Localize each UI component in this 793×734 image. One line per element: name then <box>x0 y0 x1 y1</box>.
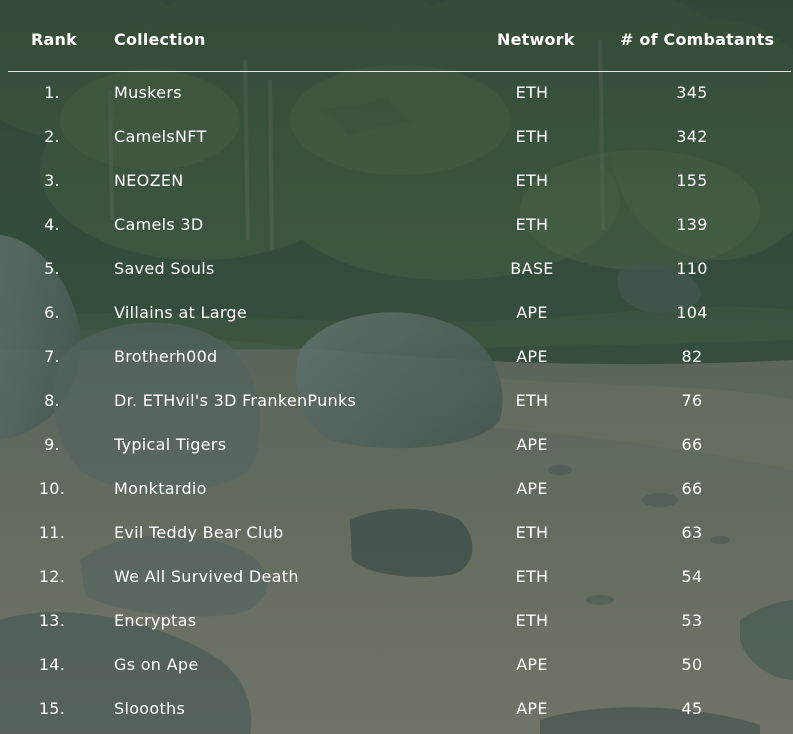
rank-cell: 10. <box>38 479 66 498</box>
combatants-cell: 76 <box>681 391 703 410</box>
network-cell: ETH <box>515 391 549 410</box>
collection-cell: Saved Souls <box>114 259 215 278</box>
rank-cell: 2. <box>44 127 60 146</box>
combatants-cell: 345 <box>676 83 708 102</box>
table-row: 9. Typical Tigers APE 66 <box>8 424 791 468</box>
network-cell: ETH <box>515 567 549 586</box>
combatants-cell: 342 <box>676 127 708 146</box>
combatants-cell: 82 <box>681 347 703 366</box>
collection-cell: Monktardio <box>114 479 207 498</box>
network-cell: APE <box>516 479 548 498</box>
network-cell: APE <box>516 303 548 322</box>
rank-cell: 12. <box>38 567 66 586</box>
network-cell: ETH <box>515 523 549 542</box>
collection-cell: CamelsNFT <box>114 127 207 146</box>
combatants-cell: 110 <box>676 259 708 278</box>
combatants-cell: 139 <box>676 215 708 234</box>
combatants-cell: 66 <box>681 435 703 454</box>
collection-cell: Dr. ETHvil's 3D FrankenPunks <box>114 391 357 410</box>
table-row: 12. We All Survived Death ETH 54 <box>8 556 791 600</box>
network-cell: APE <box>516 435 548 454</box>
header-combatants: # of Combatants <box>620 30 775 49</box>
combatants-cell: 45 <box>681 699 703 718</box>
leaderboard-table: Rank Collection Network # of Combatants … <box>8 0 791 734</box>
network-cell: ETH <box>515 83 549 102</box>
collection-cell: Camels 3D <box>114 215 204 234</box>
collection-cell: Evil Teddy Bear Club <box>114 523 284 542</box>
rank-cell: 11. <box>38 523 66 542</box>
network-cell: APE <box>516 655 548 674</box>
table-row: 5. Saved Souls BASE 110 <box>8 248 791 292</box>
rank-cell: 1. <box>44 83 60 102</box>
table-row: 3. NEOZEN ETH 155 <box>8 160 791 204</box>
table-row: 1. Muskers ETH 345 <box>8 72 791 116</box>
network-cell: BASE <box>510 259 554 278</box>
rank-cell: 13. <box>38 611 66 630</box>
rank-cell: 4. <box>44 215 60 234</box>
network-cell: APE <box>516 699 548 718</box>
network-cell: APE <box>516 347 548 366</box>
combatants-cell: 54 <box>681 567 703 586</box>
rank-cell: 8. <box>44 391 60 410</box>
rank-cell: 9. <box>44 435 60 454</box>
collection-cell: Brotherh00d <box>114 347 218 366</box>
combatants-cell: 63 <box>681 523 703 542</box>
table-row: 13. Encryptas ETH 53 <box>8 600 791 644</box>
collection-cell: Muskers <box>114 83 182 102</box>
combatants-cell: 104 <box>676 303 708 322</box>
header-collection: Collection <box>114 30 206 49</box>
combatants-cell: 155 <box>676 171 708 190</box>
network-cell: ETH <box>515 171 549 190</box>
table-row: 6. Villains at Large APE 104 <box>8 292 791 336</box>
network-cell: ETH <box>515 215 549 234</box>
network-cell: ETH <box>515 127 549 146</box>
table-row: 7. Brotherh00d APE 82 <box>8 336 791 380</box>
table-row: 8. Dr. ETHvil's 3D FrankenPunks ETH 76 <box>8 380 791 424</box>
rank-cell: 3. <box>44 171 60 190</box>
table-row: 14. Gs on Ape APE 50 <box>8 644 791 688</box>
rank-cell: 7. <box>44 347 60 366</box>
header-rank: Rank <box>31 30 77 49</box>
combatants-cell: 50 <box>681 655 703 674</box>
collection-cell: We All Survived Death <box>114 567 299 586</box>
rank-cell: 5. <box>44 259 60 278</box>
collection-cell: Villains at Large <box>114 303 248 322</box>
network-cell: ETH <box>515 611 549 630</box>
collection-cell: Typical Tigers <box>114 435 227 454</box>
rank-cell: 14. <box>38 655 66 674</box>
collection-cell: Sloooths <box>114 699 186 718</box>
table-row: 15. Sloooths APE 45 <box>8 688 791 732</box>
table-body: 1. Muskers ETH 345 2. CamelsNFT ETH 342 … <box>8 72 791 732</box>
combatants-cell: 53 <box>681 611 703 630</box>
table-row: 4. Camels 3D ETH 139 <box>8 204 791 248</box>
combatants-cell: 66 <box>681 479 703 498</box>
collection-cell: NEOZEN <box>114 171 184 190</box>
table-row: 2. CamelsNFT ETH 342 <box>8 116 791 160</box>
collection-cell: Encryptas <box>114 611 197 630</box>
table-row: 10. Monktardio APE 66 <box>8 468 791 512</box>
rank-cell: 6. <box>44 303 60 322</box>
header-network: Network <box>497 30 575 49</box>
collection-cell: Gs on Ape <box>114 655 199 674</box>
table-row: 11. Evil Teddy Bear Club ETH 63 <box>8 512 791 556</box>
table-header: Rank Collection Network # of Combatants <box>8 0 791 72</box>
rank-cell: 15. <box>38 699 66 718</box>
